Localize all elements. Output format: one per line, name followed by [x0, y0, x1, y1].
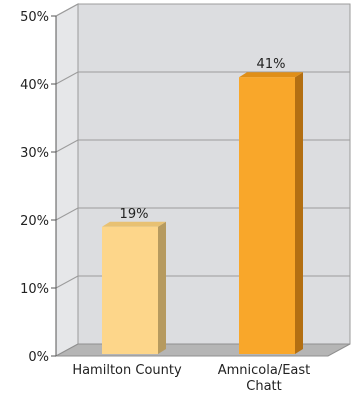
- y-tick-label: 20%: [20, 214, 49, 229]
- side-wall: [55, 3, 79, 357]
- bar: [102, 226, 158, 354]
- gridline-side: [55, 3, 79, 17]
- x-category-label: Hamilton County: [72, 363, 182, 378]
- bar-top: [239, 72, 303, 78]
- bars-layer: [102, 72, 303, 354]
- floor: [55, 343, 351, 357]
- x-category-label: Chatt: [246, 379, 281, 394]
- y-tick-label: 30%: [20, 146, 49, 161]
- data-label: 19%: [120, 207, 149, 222]
- y-tick-label: 0%: [28, 350, 49, 365]
- y-tick-label: 40%: [20, 78, 49, 93]
- bar-side: [295, 72, 303, 354]
- y-tick-label: 50%: [20, 10, 49, 25]
- x-category-label: Amnicola/East: [218, 363, 311, 378]
- labels-layer: 0% 10% 20% 30% 40% 50% 19% Hamilton County 41% Am…: [20, 10, 310, 394]
- gridline-side: [55, 71, 79, 85]
- bar: [239, 77, 295, 354]
- gridline-side: [55, 207, 79, 221]
- bar-side: [158, 221, 166, 354]
- y-tick-label: 10%: [20, 282, 49, 297]
- gridline-side: [55, 139, 79, 153]
- data-label: 41%: [257, 57, 286, 72]
- bar-top: [102, 221, 166, 227]
- axes-layer: [51, 15, 57, 357]
- plot-background-layer: [55, 3, 351, 357]
- gridline-side: [55, 275, 79, 289]
